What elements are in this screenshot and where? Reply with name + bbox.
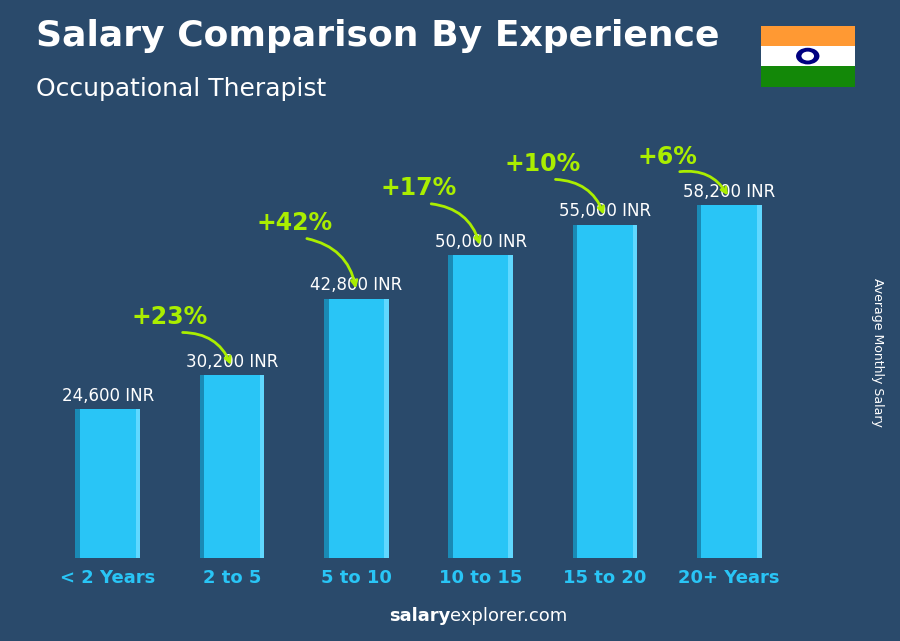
- Bar: [324, 299, 389, 558]
- Bar: [200, 375, 265, 558]
- Text: 55,000 INR: 55,000 INR: [559, 203, 651, 221]
- Text: 24,600 INR: 24,600 INR: [62, 387, 154, 404]
- Text: explorer.com: explorer.com: [450, 607, 567, 625]
- Bar: [76, 409, 80, 558]
- Bar: [697, 205, 701, 558]
- Text: Average Monthly Salary: Average Monthly Salary: [871, 278, 884, 427]
- Text: +6%: +6%: [637, 145, 697, 169]
- Bar: [384, 299, 389, 558]
- Text: +23%: +23%: [131, 306, 208, 329]
- Text: +17%: +17%: [381, 176, 456, 201]
- Bar: [260, 375, 265, 558]
- Bar: [448, 255, 513, 558]
- Bar: [633, 225, 637, 558]
- Bar: [572, 225, 637, 558]
- Bar: [697, 205, 761, 558]
- Text: +10%: +10%: [505, 153, 580, 176]
- Text: 58,200 INR: 58,200 INR: [683, 183, 775, 201]
- Text: Occupational Therapist: Occupational Therapist: [36, 77, 326, 101]
- Text: salary: salary: [389, 607, 450, 625]
- Text: 42,800 INR: 42,800 INR: [310, 276, 402, 294]
- Text: 50,000 INR: 50,000 INR: [435, 233, 526, 251]
- Bar: [76, 409, 140, 558]
- Bar: [448, 255, 453, 558]
- Text: Salary Comparison By Experience: Salary Comparison By Experience: [36, 19, 719, 53]
- Bar: [324, 299, 328, 558]
- Bar: [508, 255, 513, 558]
- Text: 30,200 INR: 30,200 INR: [186, 353, 278, 370]
- Text: +42%: +42%: [256, 211, 332, 235]
- Bar: [572, 225, 577, 558]
- Bar: [757, 205, 761, 558]
- Bar: [200, 375, 204, 558]
- Bar: [136, 409, 140, 558]
